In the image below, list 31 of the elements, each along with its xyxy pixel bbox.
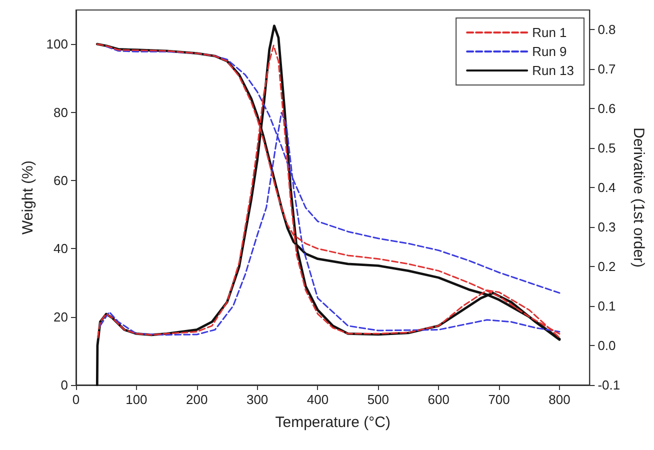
y2-tick-label: 0.3 — [598, 220, 616, 235]
legend-label: Run 13 — [532, 63, 574, 78]
y2-tick-label: 0.2 — [598, 259, 616, 274]
y2-tick-label: 0.6 — [598, 101, 616, 116]
y2-tick-label: 0.1 — [598, 298, 616, 314]
y-tick-label: 0 — [60, 378, 68, 392]
y2-tick-label: 0.0 — [598, 338, 616, 354]
x-tick-label: 300 — [246, 392, 268, 407]
legend-label: Run 9 — [532, 44, 567, 59]
legend-label: Run 1 — [532, 25, 567, 40]
y2-tick-label: 0.5 — [598, 140, 616, 156]
x-tick-label: 700 — [488, 392, 510, 407]
x-tick-label: 600 — [428, 392, 450, 407]
y-tick-label: 20 — [54, 309, 68, 324]
x-tick-label: 200 — [186, 392, 208, 407]
y-tick-label: 80 — [54, 104, 68, 120]
y2-tick-label: -0.1 — [598, 378, 620, 392]
x-axis-title: Temperature (°C) — [275, 414, 390, 431]
y2-axis-title: Derivative (1st order) — [630, 127, 647, 268]
y-axis-title: Weight (%) — [19, 160, 36, 234]
y2-tick-label: 0.4 — [598, 180, 616, 196]
y-tick-label: 60 — [54, 172, 68, 188]
x-tick-label: 400 — [306, 392, 329, 407]
x-tick-label: 800 — [548, 392, 570, 407]
x-tick-label: 100 — [126, 392, 148, 407]
y-tick-label: 40 — [54, 241, 68, 256]
y2-tick-label: 0.8 — [598, 22, 616, 38]
y-tick-label: 100 — [46, 36, 68, 52]
y2-tick-label: 0.7 — [598, 62, 616, 77]
x-tick-label: 500 — [367, 392, 390, 407]
x-tick-label: 0 — [72, 392, 80, 407]
